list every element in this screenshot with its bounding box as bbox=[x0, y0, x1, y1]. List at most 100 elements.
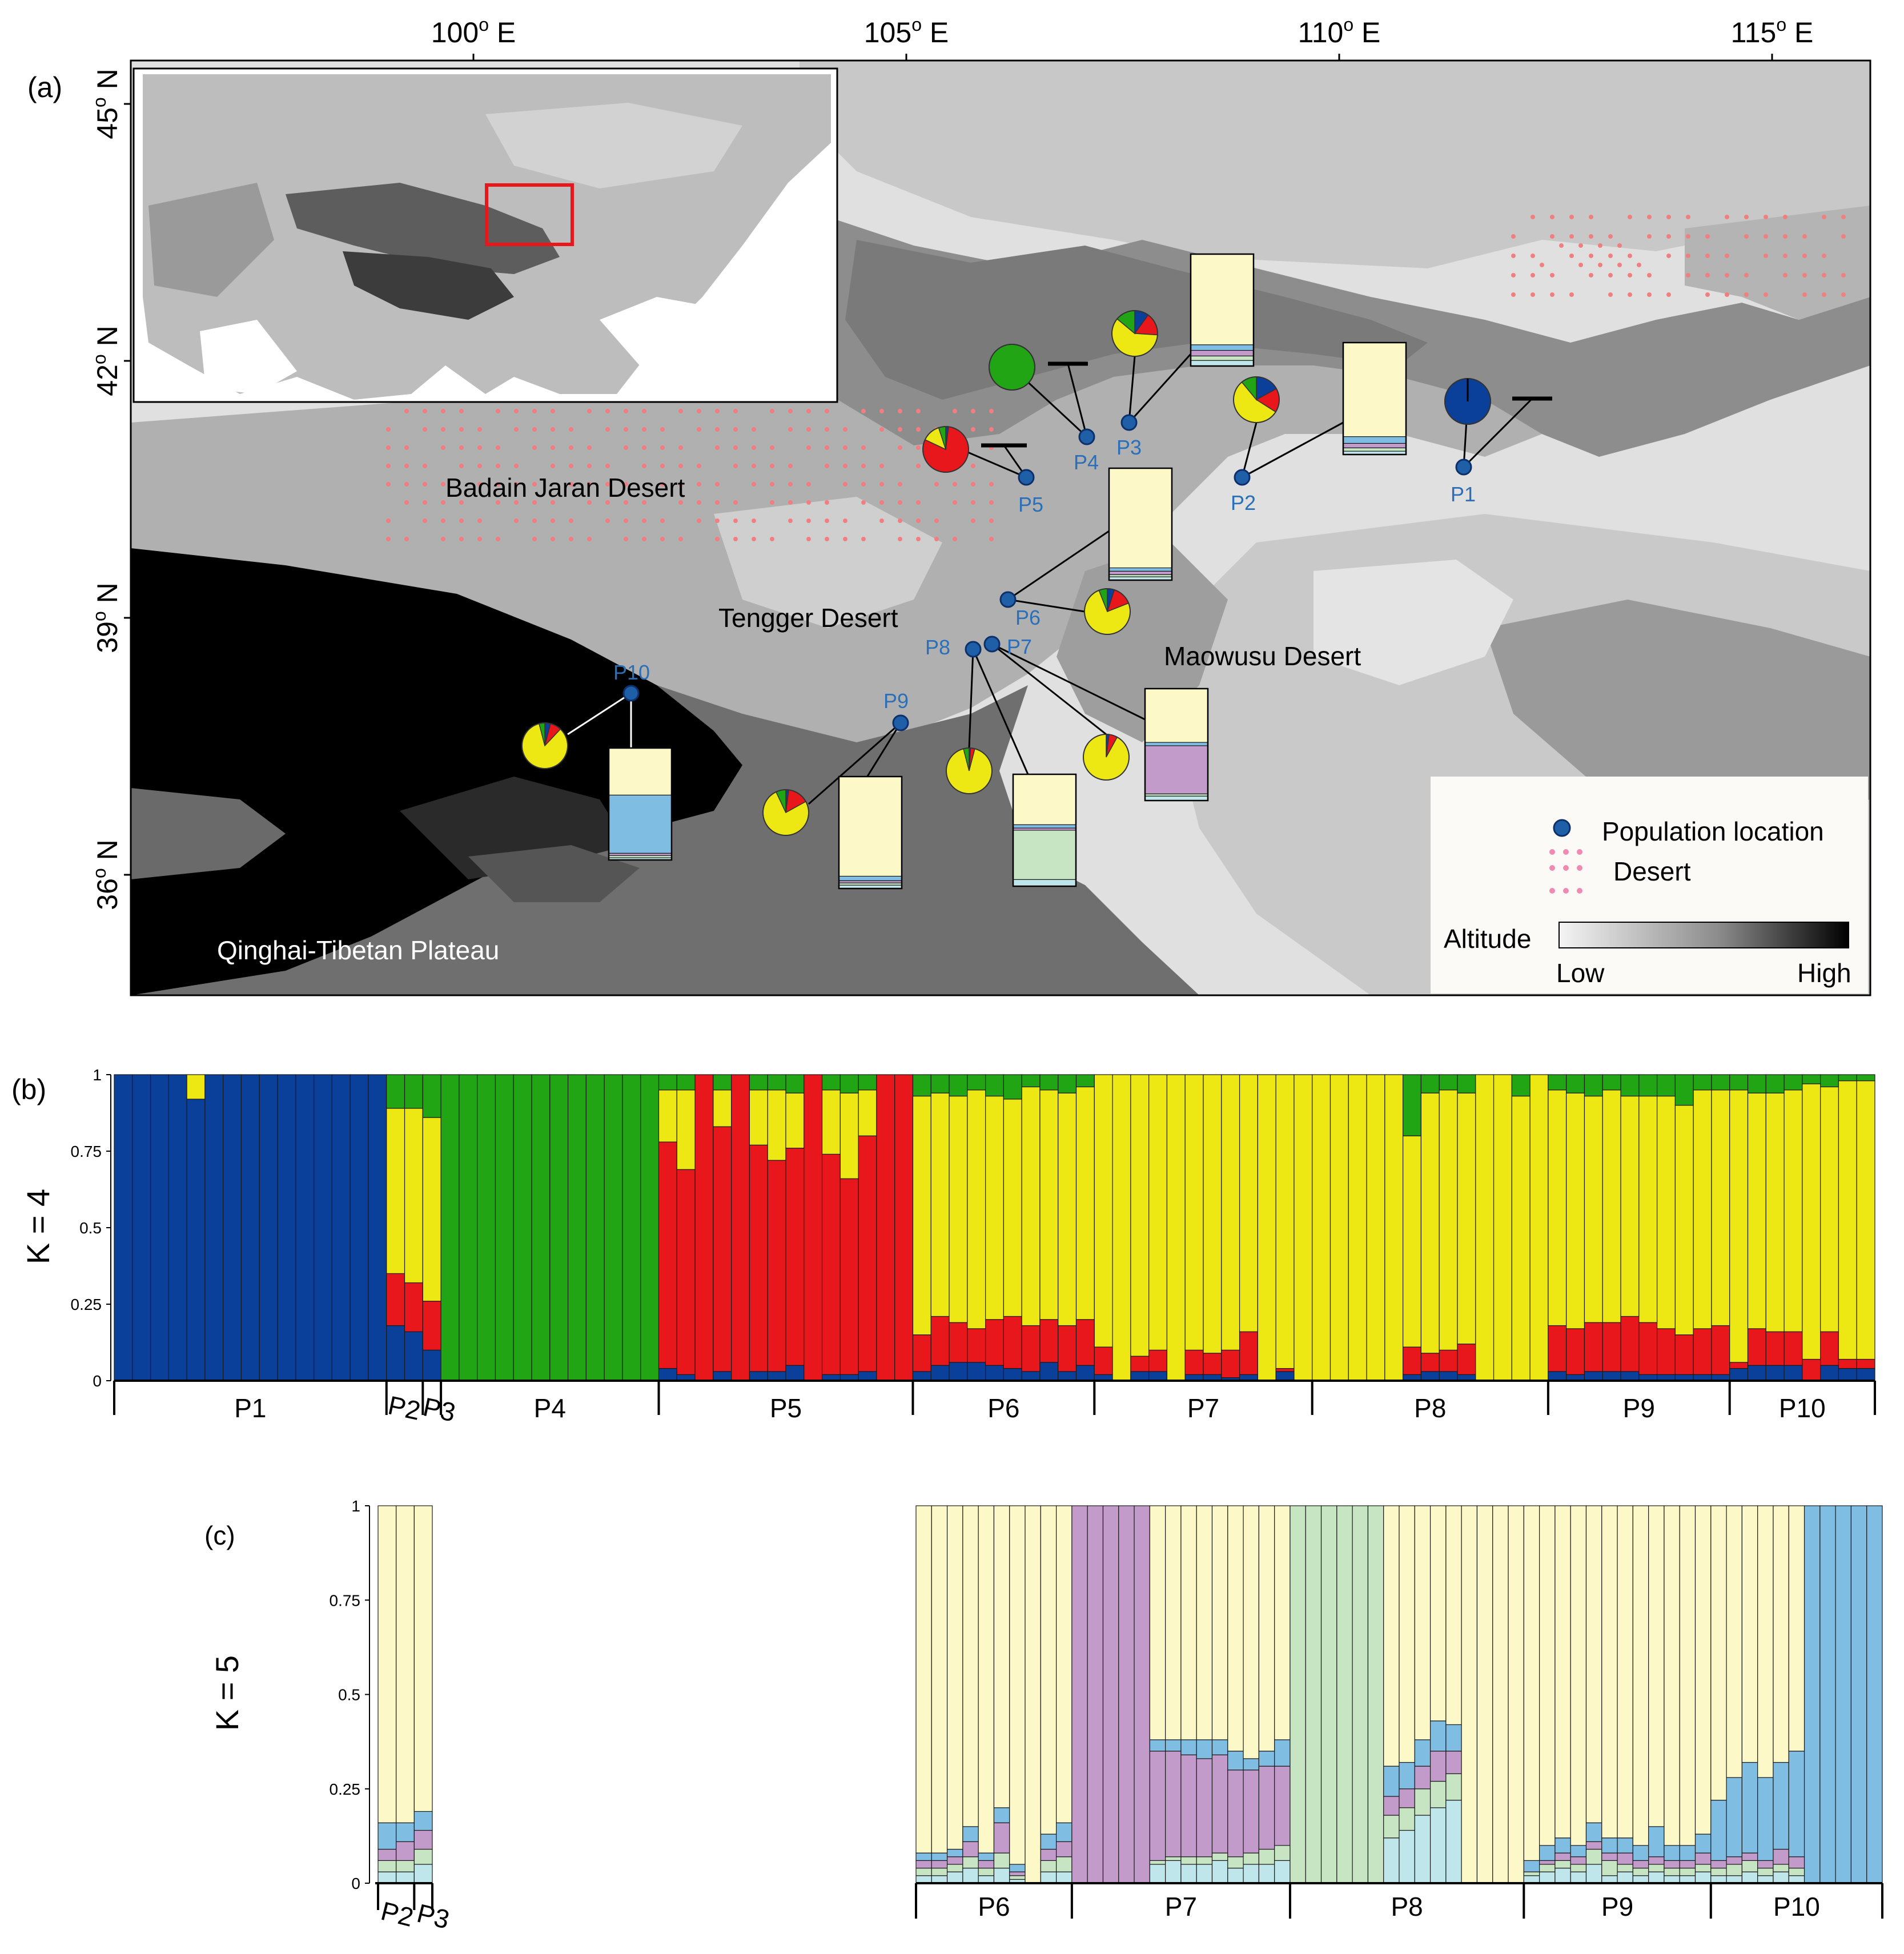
structure-bar-segment bbox=[1773, 1762, 1789, 1850]
k5-bar-segment bbox=[608, 853, 672, 856]
structure-bar-segment bbox=[1180, 1739, 1197, 1755]
structure-bar-segment bbox=[1539, 1864, 1556, 1872]
desert-dot bbox=[788, 409, 793, 413]
k5-bar-segment bbox=[1190, 360, 1254, 367]
k5-bar-segment bbox=[1013, 774, 1076, 825]
desert-dot bbox=[1608, 273, 1613, 278]
structure-bar-segment bbox=[114, 1074, 133, 1381]
structure-bar-segment bbox=[931, 1505, 948, 1854]
structure-bar-segment bbox=[1711, 1089, 1730, 1326]
structure-bar-segment bbox=[1039, 1319, 1059, 1363]
structure-bar-segment bbox=[858, 1074, 877, 1091]
structure-bar-segment bbox=[1094, 1074, 1113, 1348]
desert-dot bbox=[660, 537, 665, 541]
k4-group-label: P8 bbox=[1414, 1393, 1446, 1423]
desert-dot bbox=[441, 482, 445, 487]
structure-bar-segment bbox=[1180, 1505, 1197, 1740]
site-leader-line bbox=[1241, 422, 1258, 478]
desert-dot bbox=[441, 500, 445, 505]
desert-dot bbox=[806, 518, 811, 523]
desert-dot bbox=[770, 445, 774, 450]
structure-bar-segment bbox=[1196, 1739, 1213, 1759]
desert-dot bbox=[1578, 263, 1583, 267]
structure-bar-segment bbox=[1584, 1095, 1603, 1323]
structure-bar-segment bbox=[1243, 1852, 1259, 1865]
desert-dot bbox=[551, 500, 555, 505]
structure-bar-segment bbox=[1784, 1365, 1803, 1381]
desert-dot bbox=[1647, 234, 1652, 239]
desert-dot bbox=[770, 482, 774, 487]
structure-bar-segment bbox=[1290, 1505, 1306, 1884]
structure-bar-segment bbox=[1274, 1860, 1291, 1884]
structure-bar-segment bbox=[1130, 1371, 1150, 1381]
desert-dot bbox=[825, 518, 829, 523]
desert-dot bbox=[733, 409, 738, 413]
structure-bar-segment bbox=[821, 1074, 841, 1091]
structure-bar-segment bbox=[150, 1074, 169, 1381]
structure-bar-segment bbox=[1523, 1871, 1540, 1876]
structure-bar-segment bbox=[1087, 1505, 1104, 1884]
desert-dot bbox=[1725, 273, 1729, 278]
k5-bar-segment bbox=[1108, 574, 1172, 577]
structure-bar-segment bbox=[1585, 1848, 1602, 1865]
desert-dot bbox=[1617, 263, 1622, 267]
desert-dot bbox=[825, 445, 829, 450]
structure-bar-segment bbox=[1632, 1845, 1649, 1861]
structure-bar-segment bbox=[1674, 1104, 1694, 1336]
desert-dot bbox=[532, 537, 537, 541]
desert-dot bbox=[459, 427, 464, 432]
structure-bar-segment bbox=[1056, 1871, 1072, 1884]
desert-dot bbox=[1511, 273, 1516, 278]
structure-bar-segment bbox=[1414, 1739, 1431, 1767]
site-leader-line bbox=[991, 643, 1107, 735]
structure-bar-segment bbox=[1445, 1773, 1462, 1801]
structure-bar-segment bbox=[1336, 1505, 1353, 1884]
desert-dot bbox=[642, 500, 646, 505]
desert-dot bbox=[678, 409, 683, 413]
desert-dot bbox=[1783, 234, 1787, 239]
structure-bar-segment bbox=[785, 1365, 805, 1381]
structure-bar-segment bbox=[993, 1867, 1010, 1884]
desert-dot bbox=[532, 482, 537, 487]
desert-dot bbox=[1841, 292, 1846, 297]
desert-dot bbox=[1531, 254, 1535, 258]
structure-bar-segment bbox=[1648, 1826, 1665, 1857]
desert-dot bbox=[441, 518, 445, 523]
desert-dot bbox=[770, 409, 774, 413]
ytick-label: 0.5 bbox=[79, 1219, 102, 1237]
desert-dot bbox=[788, 518, 793, 523]
structure-bar-segment bbox=[1632, 1505, 1649, 1846]
structure-bar-segment bbox=[377, 1860, 397, 1872]
desert-dot bbox=[642, 464, 646, 468]
desert-dot bbox=[1666, 234, 1671, 239]
structure-bar-segment bbox=[1548, 1074, 1567, 1091]
k5-group-label: P3 bbox=[414, 1898, 452, 1935]
structure-bar-segment bbox=[1165, 1751, 1182, 1857]
structure-bar-segment bbox=[1414, 1788, 1431, 1816]
structure-bar-segment bbox=[1584, 1074, 1603, 1097]
desert-dot bbox=[551, 427, 555, 432]
structure-bar-segment bbox=[731, 1074, 750, 1381]
k5-yaxis: 1 0.75 0.5 0.25 0 bbox=[330, 1497, 370, 1892]
structure-bar-segment bbox=[1414, 1505, 1431, 1740]
desert-dot bbox=[660, 427, 665, 432]
structure-bar-segment bbox=[1058, 1325, 1077, 1372]
structure-bar-segment bbox=[1585, 1841, 1602, 1850]
structure-bar-segment bbox=[962, 1826, 979, 1842]
site-leader-line bbox=[1128, 353, 1192, 424]
structure-bar-segment bbox=[1399, 1505, 1415, 1763]
pie-p8 bbox=[946, 747, 993, 794]
desert-dot bbox=[605, 482, 610, 487]
structure-bar-segment bbox=[1383, 1796, 1400, 1816]
structure-bar-segment bbox=[1149, 1505, 1166, 1740]
structure-bar-segment bbox=[946, 1864, 963, 1872]
desert-dot bbox=[825, 500, 829, 505]
desert-dot bbox=[1666, 215, 1671, 219]
structure-bar-segment bbox=[1617, 1864, 1633, 1872]
structure-bar-segment bbox=[694, 1074, 714, 1381]
structure-bar-segment bbox=[459, 1074, 478, 1381]
structure-bar-segment bbox=[1838, 1074, 1857, 1081]
desert-dot bbox=[971, 482, 975, 487]
structure-bar-segment bbox=[1274, 1739, 1291, 1767]
